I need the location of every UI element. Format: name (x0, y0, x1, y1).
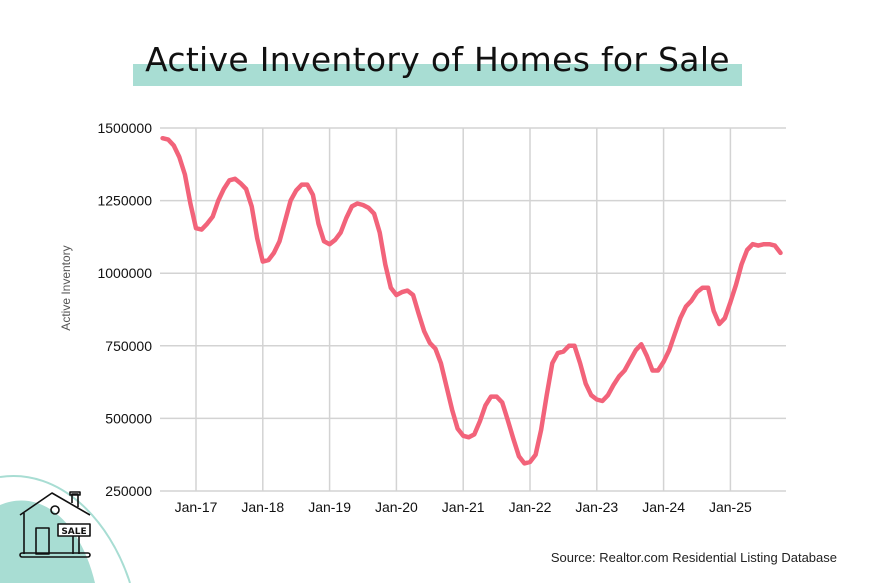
x-tick-label: Jan-21 (442, 499, 485, 515)
x-tick-label: Jan-19 (308, 499, 351, 515)
y-tick-label: 500000 (105, 410, 152, 426)
y-tick-label: 1000000 (97, 265, 152, 281)
y-tick-label: 1250000 (97, 193, 152, 209)
sale-sign-text: SALE (61, 527, 86, 537)
x-tick-label: Jan-18 (241, 499, 284, 515)
house-for-sale-icon: SALE (19, 491, 91, 558)
y-axis-ticks: 1500000 1250000 1000000 750000 500000 250000 (97, 120, 152, 499)
y-tick-label: 1500000 (97, 120, 152, 136)
data-points (163, 138, 781, 463)
series-line-active-inventory (160, 135, 783, 466)
y-tick-label: 250000 (105, 483, 152, 499)
title-highlight (133, 64, 742, 86)
x-axis-ticks: Jan-17 Jan-18 Jan-19 Jan-20 Jan-21 Jan-22 Jan-… (175, 499, 752, 515)
x-tick-label: Jan-24 (642, 499, 685, 515)
chart-title: Active Inventory of Homes for Sale (145, 40, 730, 79)
y-tick-label: 750000 (105, 338, 152, 354)
y-axis-label: Active Inventory (59, 245, 73, 330)
x-tick-label: Jan-25 (709, 499, 752, 515)
x-tick-label: Jan-20 (375, 499, 418, 515)
source-note: Source: Realtor.com Residential Listing … (550, 550, 837, 565)
x-tick-label: Jan-22 (509, 499, 552, 515)
x-tick-label: Jan-17 (175, 499, 218, 515)
x-tick-label: Jan-23 (575, 499, 618, 515)
grid (160, 127, 786, 492)
